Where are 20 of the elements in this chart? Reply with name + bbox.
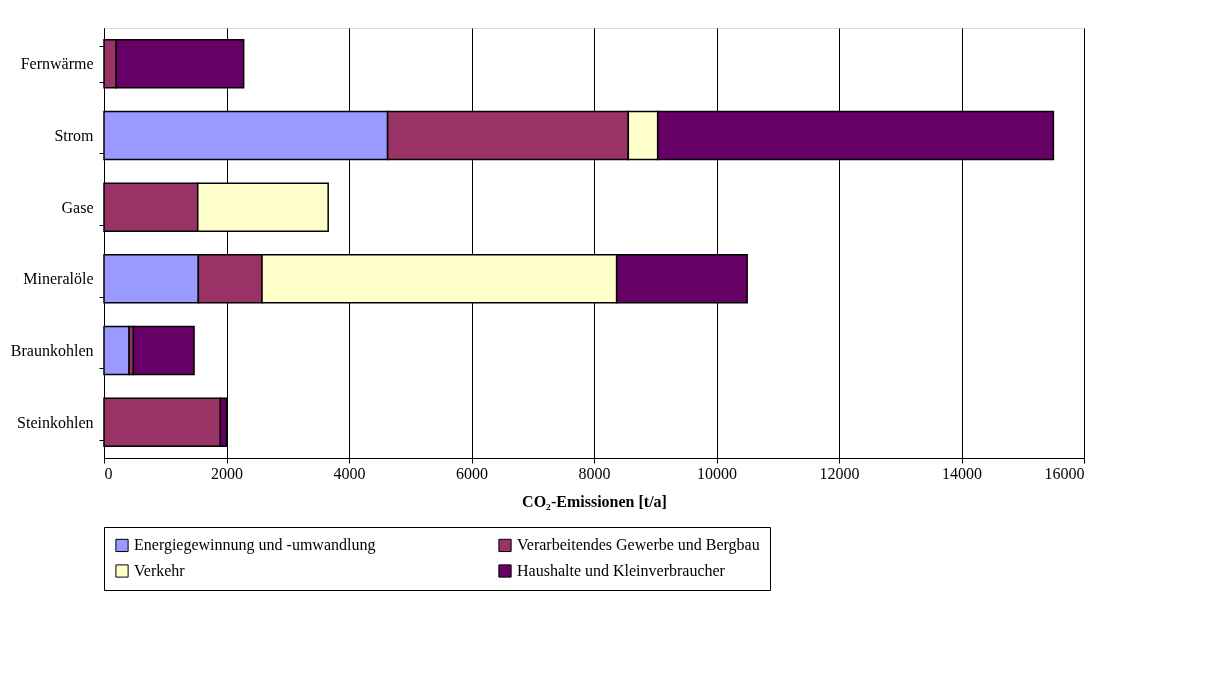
y-tick-label: Gase (61, 198, 94, 216)
x-tick-label: 12000 (819, 464, 860, 482)
y-tick-label: Strom (54, 127, 95, 144)
x-tick-label: 2000 (211, 464, 243, 482)
y-tick-label: Mineralöle (23, 270, 94, 288)
x-tick-label: 8000 (578, 464, 611, 482)
legend-label: Haushalte und Kleinverbraucher (517, 562, 726, 579)
legend-label: Verkehr (134, 562, 186, 579)
legend-label: Verarbeitendes Gewerbe und Bergbau (517, 536, 760, 555)
y-tick-label: Fernwärme (20, 55, 94, 73)
x-tick-label: 10000 (697, 464, 737, 482)
x-tick-label: 4000 (333, 464, 366, 482)
x-tick-label: 6000 (456, 464, 488, 482)
legend-label: Energiegewinnung und -umwandlung (134, 536, 376, 555)
y-tick-label: Braunkohlen (10, 342, 94, 359)
x-tick-label: 14000 (942, 464, 982, 482)
y-tick-label: Steinkohlen (17, 413, 94, 431)
x-tick-label: 0 (104, 464, 113, 482)
x-tick-label: 16000 (1044, 464, 1085, 482)
x-axis-title: CO₂-Emissionen [t/a] (522, 492, 667, 510)
